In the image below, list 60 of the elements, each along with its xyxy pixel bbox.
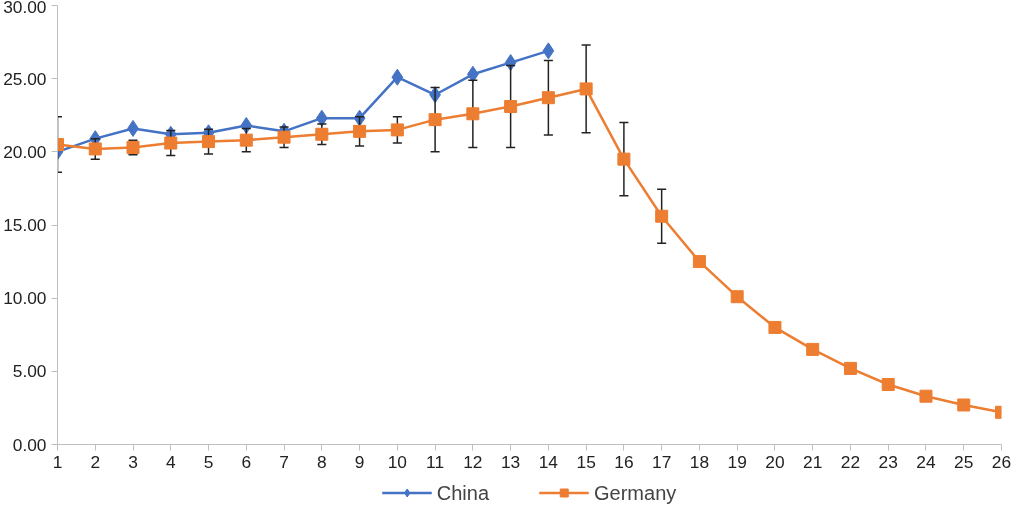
point: [391, 68, 404, 86]
legend-label: China: [436, 481, 490, 504]
point: [239, 133, 253, 147]
x-tick-label: 2: [90, 451, 101, 472]
point: [504, 99, 518, 113]
x-tick-label: 9: [354, 451, 365, 472]
x-tick-label: 19: [727, 451, 747, 472]
point: [542, 42, 555, 60]
y-tick-label: 0.00: [12, 434, 47, 455]
point: [843, 361, 857, 375]
legend-label: Germany: [594, 481, 677, 504]
point: [730, 290, 744, 304]
x-tick-label: 26: [991, 451, 1012, 472]
x-tick-label: 21: [803, 451, 823, 472]
x-tick-label: 5: [203, 451, 214, 472]
y-tick-label: 25.00: [3, 68, 47, 89]
y-tick-label: 10.00: [3, 288, 47, 309]
y-tick-label: 15.00: [3, 215, 47, 235]
x-tick-label: 22: [840, 451, 861, 472]
point: [806, 342, 820, 356]
x-tick-label: 4: [165, 451, 176, 472]
x-tick-label: 25: [954, 451, 974, 472]
x-tick-label: 24: [916, 451, 936, 472]
point: [466, 107, 480, 121]
point: [881, 378, 895, 391]
point: [353, 124, 367, 138]
x-tick-label: 15: [576, 451, 596, 472]
point: [88, 142, 102, 156]
x-tick-label: 1: [52, 451, 63, 472]
point: [541, 91, 555, 105]
x-tick-label: 3: [128, 451, 138, 472]
x-tick-label: 10: [387, 451, 407, 472]
point: [315, 127, 329, 141]
y-tick-label: 5.00: [12, 361, 47, 382]
x-tick-label: 16: [614, 451, 634, 472]
point: [768, 320, 782, 334]
x-tick-label: 7: [279, 451, 289, 472]
x-tick-label: 18: [689, 451, 710, 472]
point: [277, 130, 291, 144]
point: [617, 152, 631, 166]
point: [164, 136, 178, 150]
x-tick-label: 20: [765, 451, 785, 472]
x-tick-label: 12: [463, 451, 483, 472]
point: [692, 255, 706, 269]
x-tick-label: 13: [500, 451, 521, 472]
x-tick-label: 14: [538, 451, 559, 472]
point: [919, 389, 933, 403]
y-tick-label: 30.00: [3, 0, 47, 17]
x-tick-label: 17: [652, 451, 672, 472]
point: [655, 209, 669, 223]
point: [428, 113, 442, 127]
x-tick-label: 11: [426, 451, 445, 472]
point: [390, 123, 404, 137]
x-tick-label: 8: [317, 451, 327, 472]
point: [579, 82, 593, 96]
point: [202, 135, 216, 149]
point: [957, 398, 971, 412]
x-tick-label: 23: [878, 451, 898, 472]
x-tick-label: 6: [241, 451, 252, 472]
y-tick-label: 20.00: [3, 141, 47, 162]
